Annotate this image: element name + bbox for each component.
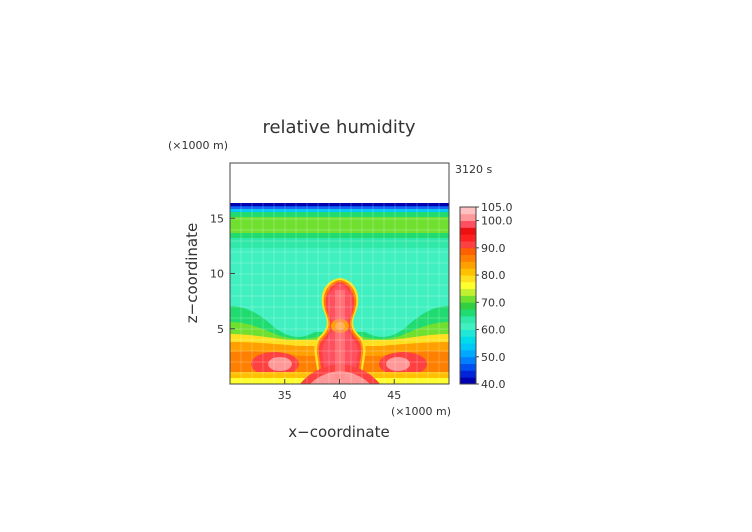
band-teal-mid — [230, 238, 449, 248]
colorbar-frame — [459, 206, 477, 385]
x-tick-label: 40 — [333, 389, 347, 402]
colorbar-swatch — [460, 268, 476, 276]
colorbar-label: 80.0 — [481, 269, 506, 282]
band-blue-top — [230, 203, 449, 206]
colorbar-label: 90.0 — [481, 242, 506, 255]
colorbar-swatch — [460, 302, 476, 310]
left-moist-core — [268, 357, 292, 371]
grid-lines — [230, 163, 449, 384]
colorbar-label: 105.0 — [481, 201, 513, 214]
z-unit-label: (×1000 m) — [168, 139, 228, 152]
colorbar-swatch — [460, 370, 476, 378]
colorbar-swatch — [460, 377, 476, 385]
colorbar-swatch — [460, 254, 476, 262]
colorbar-swatch — [460, 213, 476, 222]
z-axis: 5 10 15 — [210, 212, 235, 336]
colorbar-swatch — [460, 281, 476, 290]
colorbar-swatch — [460, 220, 476, 228]
z-axis-title: z−coordinate — [183, 223, 201, 323]
plot-area — [229, 162, 450, 385]
x-unit-label: (×1000 m) — [391, 405, 451, 418]
colorbar-label: 70.0 — [481, 296, 506, 309]
colorbar-swatch — [460, 329, 476, 337]
colorbar-swatch — [460, 288, 476, 296]
plume-core — [335, 290, 345, 380]
x-tick-label: 35 — [278, 389, 292, 402]
colorbar-swatch — [460, 207, 476, 215]
colorbar-swatch — [460, 349, 476, 358]
chart-title: relative humidity — [262, 117, 415, 138]
time-label: 3120 s — [455, 163, 492, 176]
colorbar-swatch — [460, 227, 476, 235]
x-axis-title: x−coordinate — [288, 423, 389, 441]
colorbar-swatch — [460, 309, 476, 317]
colorbar-label: 40.0 — [481, 378, 506, 391]
colorbar-swatch — [460, 234, 476, 242]
x-tick-label: 45 — [387, 389, 401, 402]
colorbar-label: 50.0 — [481, 351, 506, 364]
colorbar-swatch — [460, 247, 476, 256]
x-axis: 35 40 45 — [278, 379, 401, 402]
right-moist-core — [386, 357, 410, 371]
band-yellowgreen-upper — [230, 217, 449, 233]
z-tick-label: 5 — [217, 323, 224, 336]
colorbar-swatch — [460, 336, 476, 344]
colorbar-swatch — [460, 295, 476, 303]
colorbar-label: 100.0 — [481, 215, 513, 228]
band-cyan — [230, 209, 449, 212]
contour-field — [230, 203, 449, 384]
colorbar-swatch — [460, 261, 476, 269]
colorbar-swatch — [460, 356, 476, 364]
band-green-mid — [230, 233, 449, 238]
colorbar-swatch — [460, 241, 476, 249]
colorbar-swatch — [460, 343, 476, 351]
colorbar-swatch — [460, 275, 476, 283]
colorbar-swatch — [460, 363, 476, 371]
colorbar-swatch — [460, 322, 476, 330]
colorbar-swatch — [460, 315, 476, 324]
band-blue — [230, 206, 449, 209]
colorbar-label: 60.0 — [481, 324, 506, 337]
band-green-upper — [230, 212, 449, 217]
z-tick-label: 15 — [210, 212, 224, 225]
z-tick-label: 10 — [210, 268, 224, 281]
